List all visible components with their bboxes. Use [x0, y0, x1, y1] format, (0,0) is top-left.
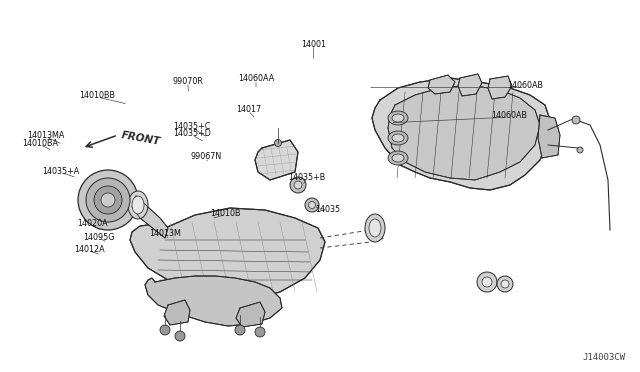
Text: 14035: 14035 [315, 205, 340, 214]
Text: 14060AA: 14060AA [238, 74, 274, 83]
Circle shape [482, 277, 492, 287]
Text: 14060AB: 14060AB [491, 111, 527, 120]
Circle shape [305, 198, 319, 212]
Ellipse shape [128, 191, 148, 219]
Ellipse shape [392, 154, 404, 162]
Circle shape [275, 140, 282, 147]
Polygon shape [538, 115, 560, 158]
Circle shape [235, 325, 245, 335]
Text: 14010B: 14010B [210, 209, 241, 218]
Circle shape [477, 272, 497, 292]
Text: 14035+D: 14035+D [173, 129, 211, 138]
Text: 99067N: 99067N [191, 152, 221, 161]
Circle shape [308, 202, 316, 208]
Text: 14020A: 14020A [77, 219, 108, 228]
Text: 14017: 14017 [236, 105, 261, 114]
Text: FRONT: FRONT [120, 129, 161, 146]
Circle shape [78, 170, 138, 230]
Circle shape [94, 186, 122, 214]
Polygon shape [458, 74, 482, 96]
Text: 14010BB: 14010BB [79, 92, 115, 100]
Text: J14003CW: J14003CW [582, 353, 625, 362]
Text: 14035+C: 14035+C [173, 122, 211, 131]
Text: 14013M: 14013M [149, 229, 181, 238]
Text: 14012A: 14012A [74, 246, 105, 254]
Circle shape [501, 280, 509, 288]
Ellipse shape [365, 214, 385, 242]
Ellipse shape [392, 114, 404, 122]
Ellipse shape [392, 134, 404, 142]
Ellipse shape [132, 196, 144, 214]
Text: 14010BA: 14010BA [22, 139, 58, 148]
Ellipse shape [388, 131, 408, 145]
Circle shape [175, 331, 185, 341]
Polygon shape [388, 85, 540, 180]
Text: 14035+A: 14035+A [42, 167, 79, 176]
Polygon shape [236, 302, 265, 327]
Ellipse shape [388, 111, 408, 125]
Polygon shape [164, 300, 190, 325]
Polygon shape [372, 78, 550, 190]
Circle shape [86, 178, 130, 222]
Circle shape [497, 276, 513, 292]
Circle shape [294, 181, 302, 189]
Polygon shape [130, 208, 325, 298]
Text: 14060AB: 14060AB [507, 81, 543, 90]
Ellipse shape [369, 219, 381, 237]
Polygon shape [145, 276, 282, 326]
Text: 99070R: 99070R [172, 77, 203, 86]
Polygon shape [255, 140, 298, 180]
Polygon shape [132, 196, 168, 238]
Circle shape [160, 325, 170, 335]
Text: 14001: 14001 [301, 40, 326, 49]
Text: 14095G: 14095G [83, 233, 115, 242]
Circle shape [572, 116, 580, 124]
Circle shape [101, 193, 115, 207]
Circle shape [577, 147, 583, 153]
Ellipse shape [388, 151, 408, 165]
Circle shape [290, 177, 306, 193]
Polygon shape [488, 76, 512, 99]
Polygon shape [428, 75, 455, 94]
Text: 14013MA: 14013MA [28, 131, 65, 140]
Text: 14035+B: 14035+B [289, 173, 326, 182]
Circle shape [255, 327, 265, 337]
